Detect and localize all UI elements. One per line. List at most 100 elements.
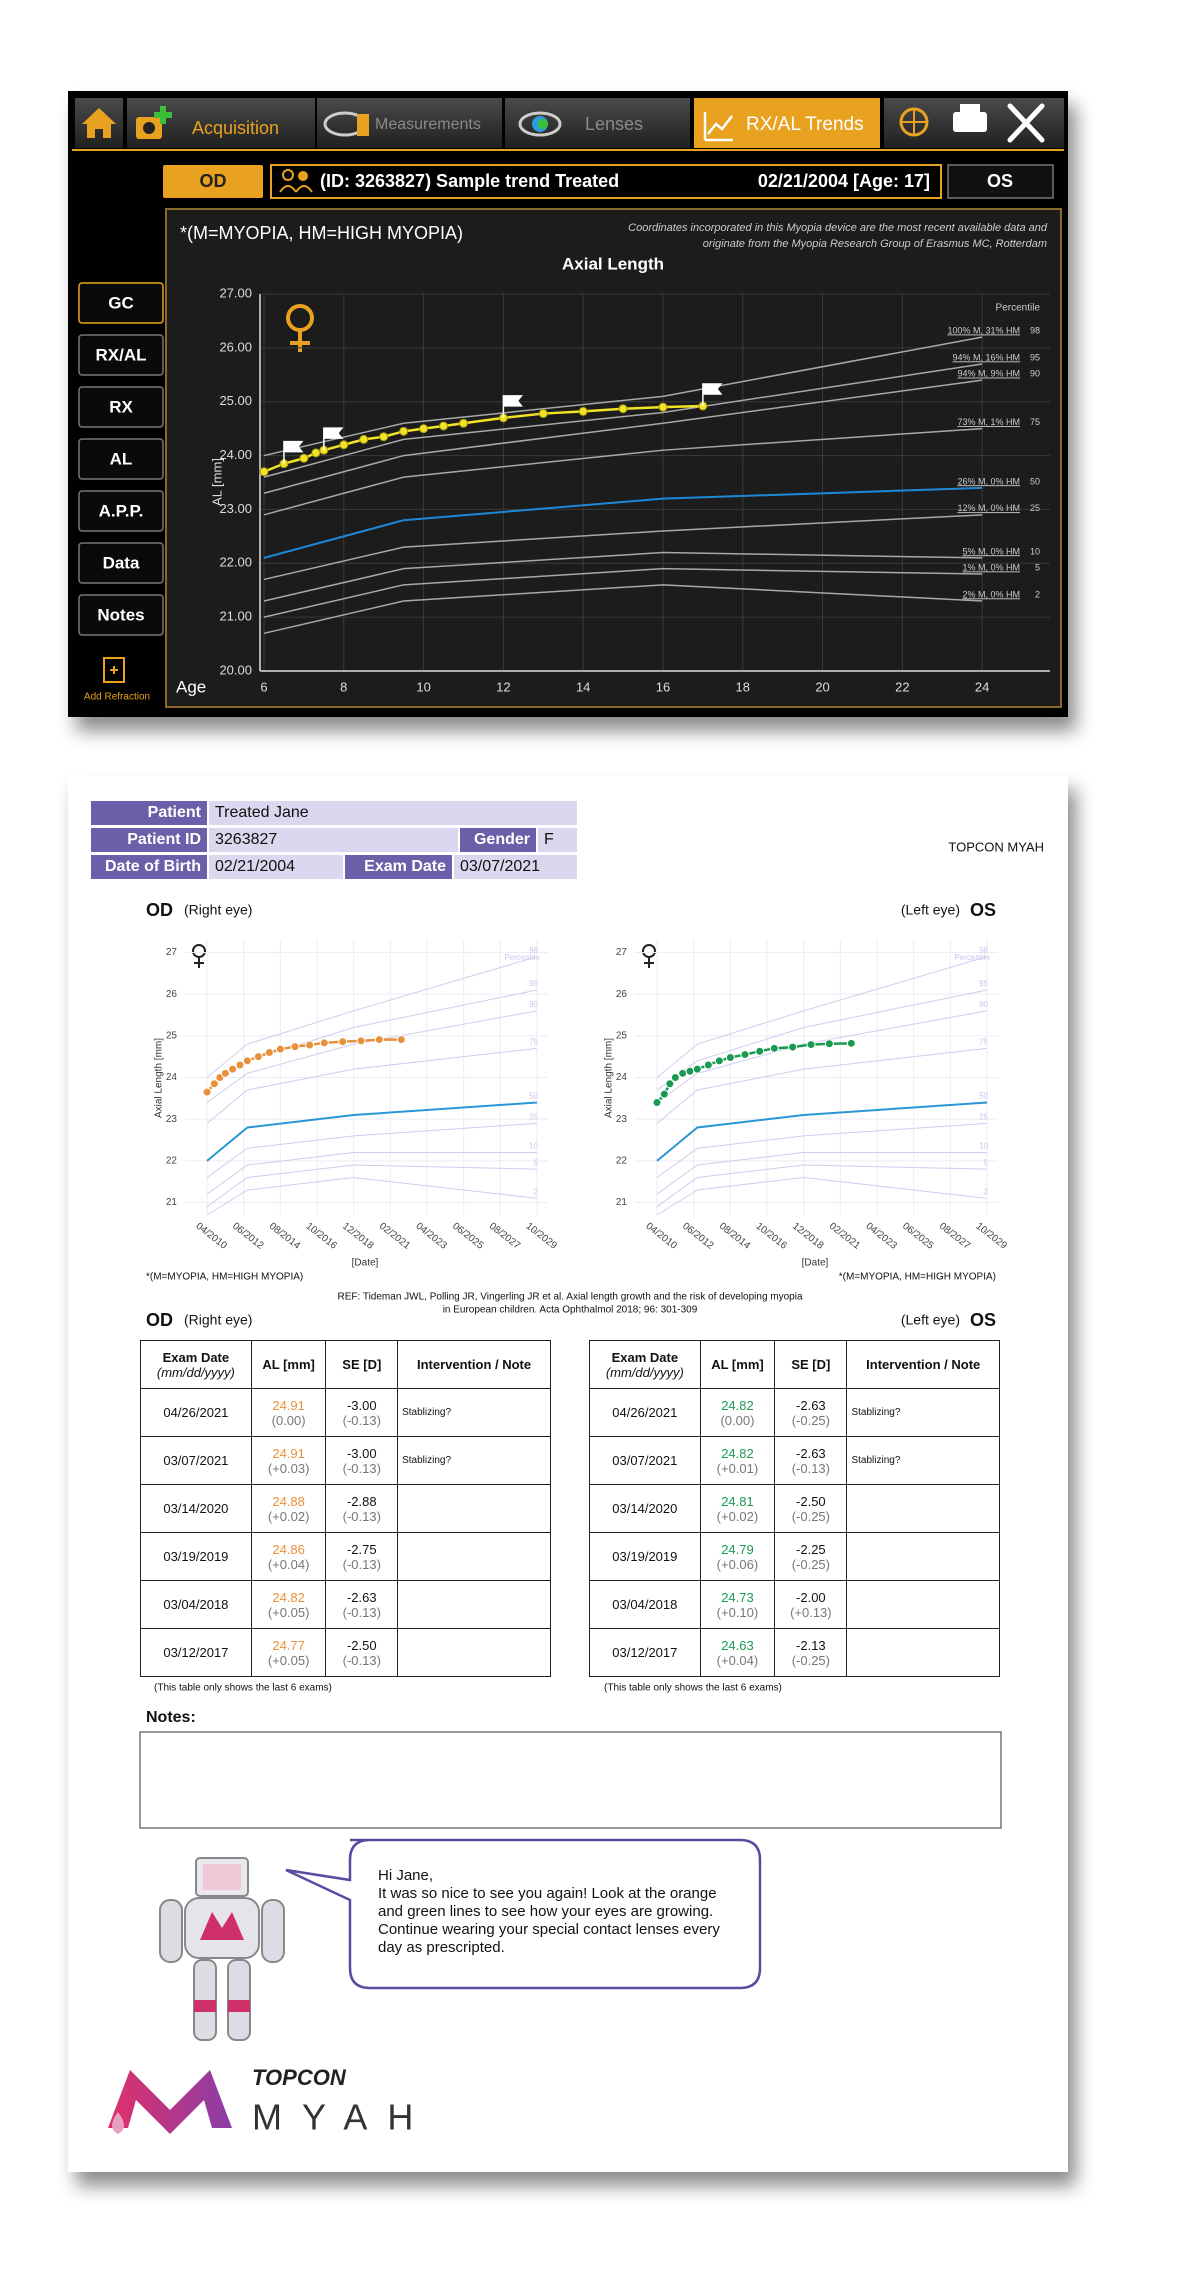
measurements-tab[interactable] [317, 98, 502, 148]
exam-date: 03/14/2020 [140, 1484, 252, 1533]
message-line: Continue wearing your special contact le… [378, 1921, 720, 1938]
column-title: AL [mm] [711, 1357, 764, 1372]
note-cell [846, 1580, 1000, 1629]
y-axis-label: Axial Length [mm] [154, 1038, 165, 1118]
notes-box[interactable] [139, 1731, 1002, 1829]
lens-icon [538, 119, 548, 129]
trend-point [658, 402, 668, 412]
percentile-line [263, 336, 983, 457]
se-change: (-0.25) [791, 1412, 830, 1428]
os-button[interactable] [947, 164, 1054, 199]
column-subtitle: (mm/dd/yyyy) [605, 1364, 684, 1380]
trend-point [202, 1087, 212, 1097]
y-tick-label: 22 [166, 1155, 178, 1166]
exam-date: 03/12/2017 [589, 1628, 701, 1677]
trend-icon [703, 112, 733, 142]
table-footnote: (This table only shows the last 6 exams) [154, 1683, 332, 1694]
eye-label: (Right eye) [184, 902, 252, 918]
exam-date: 04/26/2021 [589, 1388, 701, 1437]
se-change: (-0.13) [342, 1556, 381, 1572]
se-change: (-0.13) [342, 1508, 381, 1524]
table-footnote: (This table only shows the last 6 exams) [604, 1683, 782, 1694]
side-button[interactable] [78, 386, 164, 428]
add-refraction-icon[interactable] [103, 657, 125, 683]
trend-point [319, 1038, 329, 1048]
note-cell: Stablizing? [846, 1436, 1000, 1485]
percentile-line [263, 427, 983, 516]
gender-value: F [538, 828, 577, 852]
side-button-label: AL [110, 449, 133, 468]
patient-icon [298, 171, 308, 181]
percentile-line [263, 363, 983, 478]
dob-label: Date of Birth [91, 855, 207, 879]
se-value: -2.63 [796, 1445, 826, 1461]
se-value: -2.63 [346, 1589, 377, 1605]
percentile-name: 10 [529, 1142, 538, 1151]
side-button-label: A.P.P. [99, 501, 144, 520]
patient-box [270, 164, 942, 199]
trend-point [305, 1040, 315, 1050]
se-cell: -3.00 (-0.13) [325, 1388, 399, 1437]
al-change: (+0.02) [716, 1508, 759, 1524]
patient-date: 02/21/2004 [Age: 17] [758, 171, 930, 191]
y-tick-label: 23.00 [219, 501, 252, 516]
y-tick-label: 24.00 [219, 447, 252, 462]
y-tick-label: 23 [166, 1114, 178, 1125]
al-value: 24.91 [272, 1397, 305, 1413]
percentile-name: 90 [979, 1000, 988, 1009]
printer-icon[interactable] [953, 112, 987, 132]
x-tick-label: 14 [576, 679, 590, 694]
percentile-name: 25 [979, 1112, 988, 1121]
se-cell: -2.50 (-0.13) [325, 1628, 399, 1677]
home-icon [82, 108, 116, 138]
percentile-name: 98 [1030, 325, 1040, 335]
al-change: (+0.05) [267, 1652, 310, 1668]
trend-point [714, 1056, 724, 1066]
reference: in European children. Acta Ophthalmol 20… [443, 1305, 698, 1316]
tools-icon[interactable] [1007, 103, 1045, 143]
trend-point [685, 1066, 695, 1076]
percentile-name: 50 [979, 1092, 988, 1101]
side-button[interactable] [78, 490, 164, 532]
note-cell: Stablizing? [846, 1388, 1000, 1437]
trend-point [374, 1035, 384, 1045]
se-cell: -2.63 (-0.25) [774, 1388, 848, 1437]
trend-point [220, 1068, 230, 1078]
tab-label: Lenses [585, 114, 643, 134]
percentile-label: 94% M, 9% HM [957, 369, 1020, 379]
side-button[interactable] [78, 334, 164, 376]
side-button[interactable] [78, 438, 164, 480]
se-cell: -2.50 (-0.25) [774, 1484, 848, 1533]
se-change: (-0.13) [342, 1412, 381, 1428]
percentile-line [656, 1047, 988, 1124]
y-tick-label: 25 [166, 1030, 178, 1041]
trend-point [670, 1073, 680, 1082]
reference: REF: Tideman JWL, Polling JR, Vingerling… [337, 1292, 802, 1303]
side-button[interactable] [78, 282, 164, 324]
al-change: (+0.03) [267, 1460, 310, 1476]
se-change: (-0.13) [342, 1652, 381, 1668]
side-button[interactable] [78, 594, 164, 636]
se-value: -2.13 [796, 1637, 826, 1653]
column-title: Intervention / Note [866, 1357, 981, 1372]
x-tick-label: 10 [416, 679, 430, 694]
trend-point [290, 1042, 300, 1052]
trend-point [396, 1035, 406, 1045]
percentile-name: 95 [529, 979, 538, 988]
y-tick-label: 21.00 [219, 609, 252, 624]
al-value: 24.88 [272, 1493, 305, 1509]
se-change: (-0.13) [791, 1460, 830, 1476]
x-axis-label: [Date] [352, 1258, 379, 1269]
side-button[interactable] [78, 542, 164, 584]
od-button[interactable] [163, 165, 263, 198]
report-brand: TOPCON MYAH [948, 839, 1044, 854]
exam-flag [283, 440, 304, 464]
al-value: 24.79 [721, 1541, 754, 1557]
trend-point [228, 1064, 238, 1074]
y-tick-label: 26 [616, 989, 628, 1000]
al-cell: 24.73 (+0.10) [699, 1580, 776, 1629]
trend-point [235, 1060, 245, 1070]
column-title: Intervention / Note [416, 1357, 532, 1372]
se-cell: -2.75 (-0.13) [325, 1532, 399, 1581]
percentile-name: 98 [529, 946, 538, 955]
